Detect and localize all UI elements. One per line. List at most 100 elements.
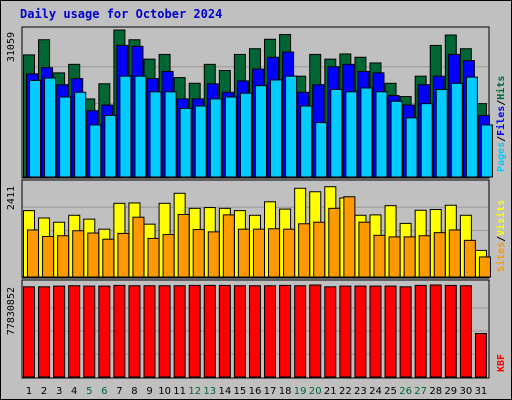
bar-sites-day-21 xyxy=(328,207,341,278)
bar-sites-day-14 xyxy=(222,214,235,278)
bar-pages-day-14 xyxy=(224,96,237,178)
bar-sites-day-15 xyxy=(237,228,250,278)
bar-kbf-day-25 xyxy=(384,285,397,378)
bar-kbf-day-1 xyxy=(23,286,35,378)
bar-pages-day-6 xyxy=(104,114,117,178)
x-tick-day-2: 2 xyxy=(41,386,47,397)
bar-sites-day-8 xyxy=(132,216,145,278)
x-tick-day-19: 19 xyxy=(294,386,307,397)
x-tick-day-31: 31 xyxy=(475,386,488,397)
bar-kbf-day-8 xyxy=(128,285,141,378)
bar-sites-day-13 xyxy=(207,231,220,278)
x-tick-day-27: 27 xyxy=(414,386,427,397)
bar-kbf-day-31 xyxy=(474,333,487,378)
bar-pages-day-25 xyxy=(390,100,403,178)
bar-kbf-day-3 xyxy=(53,285,66,378)
bar-pages-day-22 xyxy=(345,91,358,178)
x-tick-day-1: 1 xyxy=(26,386,32,397)
x-tick-day-5: 5 xyxy=(86,386,92,397)
x-tick-day-4: 4 xyxy=(71,386,77,397)
bar-pages-day-24 xyxy=(375,91,388,178)
bar-sites-day-4 xyxy=(72,230,85,278)
bar-sites-day-22 xyxy=(343,196,356,278)
bar-sites-day-19 xyxy=(298,223,311,278)
bar-kbf-day-29 xyxy=(444,284,457,378)
chart-title: Daily usage for October 2024 xyxy=(20,7,223,21)
bar-kbf-day-10 xyxy=(158,285,171,378)
bar-pages-day-3 xyxy=(59,96,72,178)
bar-pages-day-30 xyxy=(465,76,478,178)
bar-kbf-day-27 xyxy=(414,284,427,378)
x-tick-day-10: 10 xyxy=(158,386,171,397)
legend-item-hits: Hits xyxy=(495,76,507,100)
x-tick-day-3: 3 xyxy=(56,386,62,397)
bar-sites-day-17 xyxy=(268,228,281,278)
x-tick-day-20: 20 xyxy=(309,386,322,397)
bar-pages-day-18 xyxy=(285,75,298,178)
bar-sites-day-29 xyxy=(448,229,461,278)
bar-kbf-day-11 xyxy=(173,285,186,378)
bar-kbf-day-6 xyxy=(98,285,111,378)
bar-sites-day-1 xyxy=(27,229,39,278)
y-tick-hits-files-pages: 31059 xyxy=(6,32,17,62)
bar-sites-day-18 xyxy=(283,228,296,278)
x-tick-day-16: 16 xyxy=(249,386,262,397)
x-tick-day-29: 29 xyxy=(444,386,457,397)
bar-sites-day-7 xyxy=(117,232,130,278)
bar-sites-day-25 xyxy=(388,236,401,278)
bar-pages-day-8 xyxy=(134,75,147,178)
x-tick-day-28: 28 xyxy=(429,386,442,397)
bar-sites-day-12 xyxy=(192,229,205,278)
x-tick-day-11: 11 xyxy=(173,386,186,397)
x-tick-day-9: 9 xyxy=(146,386,152,397)
y-tick-kbf: 77830852 xyxy=(6,287,17,335)
bar-pages-day-13 xyxy=(209,98,222,178)
y-tick-visits-sites: 2411 xyxy=(6,186,17,210)
bar-sites-day-16 xyxy=(252,228,265,278)
bar-kbf-day-20 xyxy=(309,284,322,378)
legend-item-sites: Sites xyxy=(495,242,507,272)
x-tick-day-30: 30 xyxy=(460,386,473,397)
bar-sites-day-11 xyxy=(177,214,190,278)
bar-kbf-day-21 xyxy=(324,286,337,378)
bar-pages-day-16 xyxy=(254,85,267,178)
bar-pages-day-1 xyxy=(29,79,41,178)
bar-pages-day-10 xyxy=(164,91,177,178)
x-tick-day-17: 17 xyxy=(264,386,277,397)
bar-pages-day-12 xyxy=(194,105,207,178)
x-tick-day-12: 12 xyxy=(188,386,201,397)
bar-kbf-day-24 xyxy=(369,285,382,378)
x-tick-day-14: 14 xyxy=(218,386,231,397)
bar-kbf-day-23 xyxy=(354,285,367,378)
bar-kbf-day-22 xyxy=(339,285,352,378)
legend-kbf: KBF xyxy=(496,354,507,372)
bar-kbf-day-30 xyxy=(459,285,472,378)
x-tick-day-13: 13 xyxy=(203,386,216,397)
legend-item-files: Files xyxy=(495,106,507,136)
bar-pages-day-11 xyxy=(179,107,192,178)
x-tick-day-18: 18 xyxy=(279,386,292,397)
bar-sites-day-2 xyxy=(42,235,55,278)
bar-sites-day-26 xyxy=(403,236,416,278)
bar-pages-day-2 xyxy=(44,77,57,178)
bar-pages-day-28 xyxy=(435,88,448,178)
bar-sites-day-24 xyxy=(373,234,386,278)
bar-pages-day-26 xyxy=(405,117,418,178)
bar-kbf-day-19 xyxy=(294,285,307,378)
legend-separator: / xyxy=(496,136,507,142)
bar-kbf-day-5 xyxy=(83,285,96,378)
bar-sites-day-31 xyxy=(478,256,491,278)
bar-sites-day-3 xyxy=(57,235,70,278)
bar-kbf-day-12 xyxy=(188,284,201,378)
x-tick-day-22: 22 xyxy=(339,386,352,397)
bar-sites-day-6 xyxy=(102,238,115,278)
bar-pages-day-15 xyxy=(239,92,252,178)
legend-item-kbf: KBF xyxy=(496,354,507,372)
x-tick-day-24: 24 xyxy=(369,386,382,397)
legend-hits-files-pages: Pages/Files/Hits xyxy=(495,76,507,172)
x-tick-day-26: 26 xyxy=(399,386,412,397)
x-tick-day-8: 8 xyxy=(131,386,137,397)
bar-sites-day-30 xyxy=(463,239,476,278)
